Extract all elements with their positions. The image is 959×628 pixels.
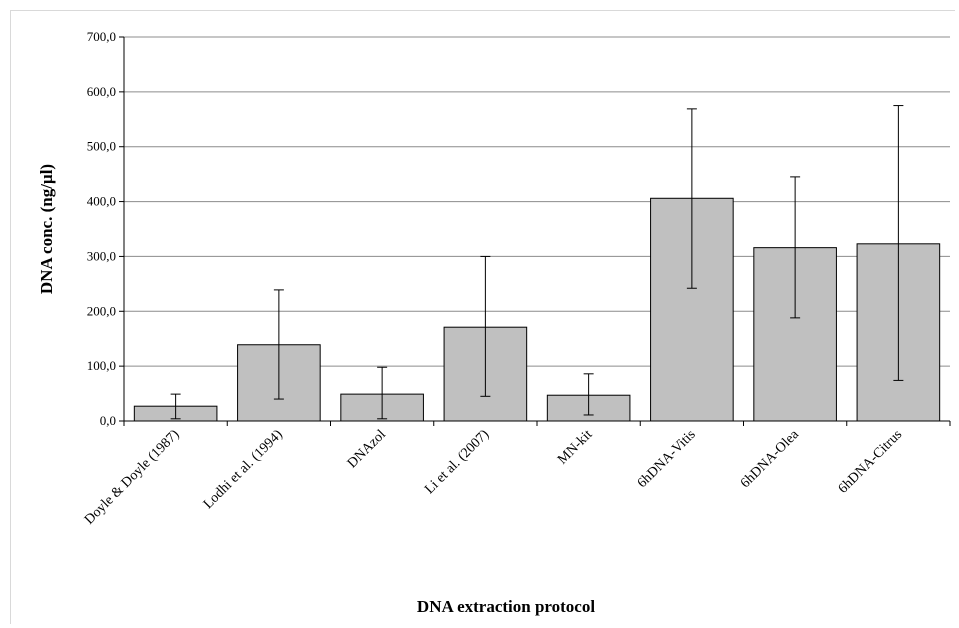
error-bar — [377, 366, 388, 420]
error-bar — [583, 373, 594, 416]
y-tick-label: 500,0 — [87, 139, 116, 154]
x-tick-label: 6hDNA-Olea — [738, 427, 802, 491]
x-axis-label: DNA extraction protocol — [417, 597, 595, 616]
error-bar — [480, 255, 491, 397]
x-tick-label: Lodhi et al. (1994) — [201, 427, 286, 512]
y-tick-label: 0,0 — [100, 413, 116, 428]
error-bars — [170, 105, 904, 420]
chart-frame — [10, 10, 955, 624]
x-tick-label: Doyle & Doyle (1987) — [82, 427, 183, 528]
x-tick-label: 6hDNA-Citrus — [836, 427, 905, 496]
y-axis-ticks: 0,0 100,0 200,0 300,0 400,0 500,0 600,0 700,0 — [87, 29, 124, 428]
x-axis-ticks: Doyle & Doyle (1987) Lodhi et al. (1994) D… — [82, 421, 951, 528]
error-bar — [170, 393, 181, 420]
y-tick-label: 200,0 — [87, 303, 116, 318]
error-bar — [686, 108, 697, 289]
error-bar — [893, 105, 904, 381]
y-tick-label: 600,0 — [87, 84, 116, 99]
x-tick-label: Li et al. (2007) — [422, 427, 492, 497]
error-bar — [273, 289, 284, 400]
x-tick-label: MN-kit — [555, 427, 595, 467]
x-tick-label: DNAzol — [345, 427, 389, 471]
bars — [133, 197, 941, 422]
x-tick-label: 6hDNA-Vitis — [635, 427, 699, 491]
y-tick-label: 700,0 — [87, 29, 116, 44]
y-tick-label: 100,0 — [87, 358, 116, 373]
y-axis-label: DNA conc. (ng/µl) — [37, 164, 56, 294]
error-bar — [790, 176, 801, 319]
y-tick-label: 400,0 — [87, 194, 116, 209]
y-tick-label: 300,0 — [87, 248, 116, 263]
